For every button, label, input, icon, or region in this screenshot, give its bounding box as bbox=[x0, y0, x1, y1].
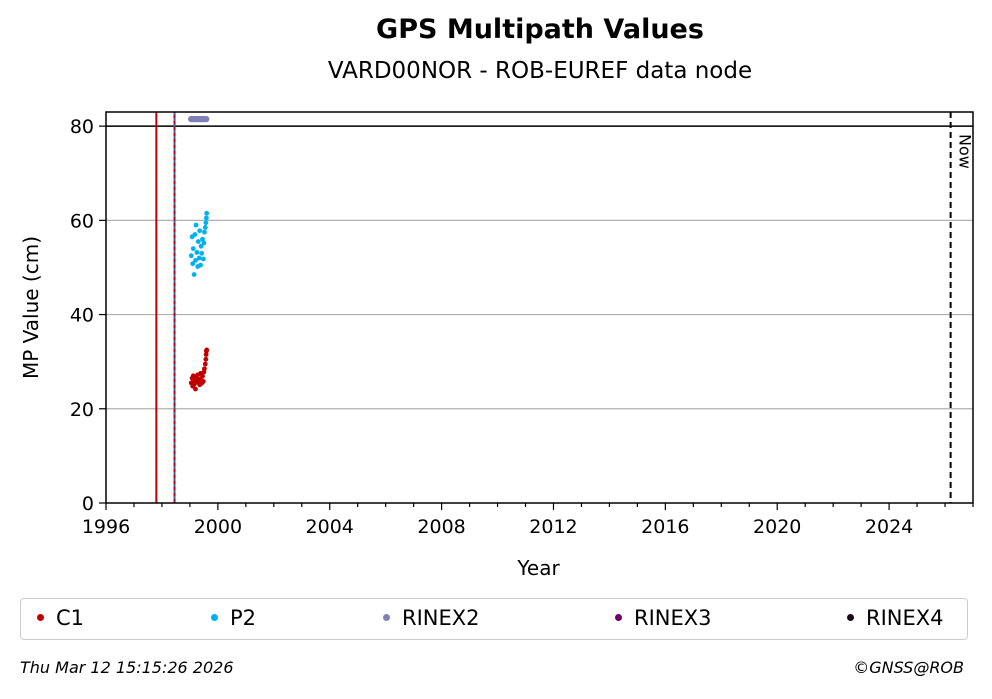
point-c1 bbox=[200, 379, 206, 384]
y-tick-label: 20 bbox=[70, 399, 94, 421]
legend-marker-p2 bbox=[211, 613, 218, 621]
y-axis-label: MP Value (cm) bbox=[19, 236, 43, 379]
chart-subtitle: VARD00NOR - ROB-EUREF data node bbox=[327, 58, 753, 84]
point-p2 bbox=[197, 228, 203, 234]
x-tick-label: 2004 bbox=[306, 516, 354, 538]
legend-item-rinex4: RINEX4 bbox=[847, 606, 944, 630]
point-p2 bbox=[196, 255, 202, 261]
plot-frame bbox=[105, 111, 974, 504]
point-p2 bbox=[195, 239, 201, 244]
x-tick-label: 2024 bbox=[865, 516, 913, 538]
x-tick-label: 2000 bbox=[194, 516, 242, 538]
point-p2 bbox=[200, 256, 206, 262]
point-p2 bbox=[191, 272, 197, 277]
footer-timestamp: Thu Mar 12 15:15:26 2026 bbox=[20, 658, 234, 677]
y-tick-label: 60 bbox=[70, 210, 94, 232]
x-tick-label: 2020 bbox=[753, 516, 801, 538]
x-tick-label: 2008 bbox=[417, 516, 465, 538]
legend-marker-rinex4 bbox=[847, 613, 854, 621]
point-p2 bbox=[190, 246, 196, 252]
legend-marker-rinex3 bbox=[615, 613, 622, 621]
x-tick-label: 1996 bbox=[82, 516, 130, 538]
now-label: Now bbox=[956, 134, 975, 169]
point-p2 bbox=[199, 250, 205, 256]
point-c1 bbox=[204, 347, 210, 353]
point-c1 bbox=[200, 373, 205, 379]
legend-item-p2: P2 bbox=[211, 606, 256, 630]
point-p2 bbox=[193, 222, 199, 228]
point-p2 bbox=[188, 253, 194, 259]
legend-item-c1: C1 bbox=[37, 606, 84, 630]
point-p2 bbox=[200, 236, 205, 242]
point-c1 bbox=[203, 356, 209, 362]
point-p2 bbox=[203, 220, 209, 226]
legend-item-rinex2: RINEX2 bbox=[383, 606, 480, 630]
point-p2 bbox=[193, 257, 198, 263]
legend-marker-rinex2 bbox=[383, 613, 390, 621]
point-p2 bbox=[198, 262, 203, 268]
point-p2 bbox=[194, 249, 200, 255]
point-p2 bbox=[192, 232, 198, 237]
legend-label-rinex3: RINEX3 bbox=[634, 606, 712, 630]
legend-marker-c1 bbox=[37, 613, 44, 621]
point-p2 bbox=[190, 261, 196, 267]
point-c1 bbox=[202, 361, 208, 367]
point-p2 bbox=[202, 229, 207, 235]
x-axis-label: Year bbox=[516, 556, 560, 580]
point-p2 bbox=[204, 215, 209, 221]
y-tick-label: 40 bbox=[70, 305, 94, 327]
point-c1 bbox=[193, 386, 198, 392]
y-tick-label: 0 bbox=[82, 493, 94, 515]
legend-label-p2: P2 bbox=[230, 606, 257, 630]
point-p2 bbox=[201, 240, 207, 246]
point-p2 bbox=[202, 225, 208, 230]
y-tick-label: 80 bbox=[70, 116, 94, 138]
footer-copyright: ©GNSS@ROB bbox=[853, 658, 964, 677]
x-tick-label: 2012 bbox=[529, 516, 577, 538]
point-p2 bbox=[198, 243, 204, 249]
chart-title: GPS Multipath Values bbox=[376, 14, 704, 45]
legend: C1 P2 RINEX2 RINEX3 RINEX4 bbox=[20, 598, 968, 640]
point-c1 bbox=[202, 366, 207, 372]
legend-item-rinex3: RINEX3 bbox=[615, 606, 712, 630]
legend-label-rinex4: RINEX4 bbox=[866, 606, 944, 630]
point-rinex2 bbox=[202, 115, 210, 123]
legend-label-rinex2: RINEX2 bbox=[402, 606, 480, 630]
x-tick-label: 2016 bbox=[641, 516, 689, 538]
legend-label-c1: C1 bbox=[56, 606, 85, 630]
point-p2 bbox=[204, 210, 210, 216]
